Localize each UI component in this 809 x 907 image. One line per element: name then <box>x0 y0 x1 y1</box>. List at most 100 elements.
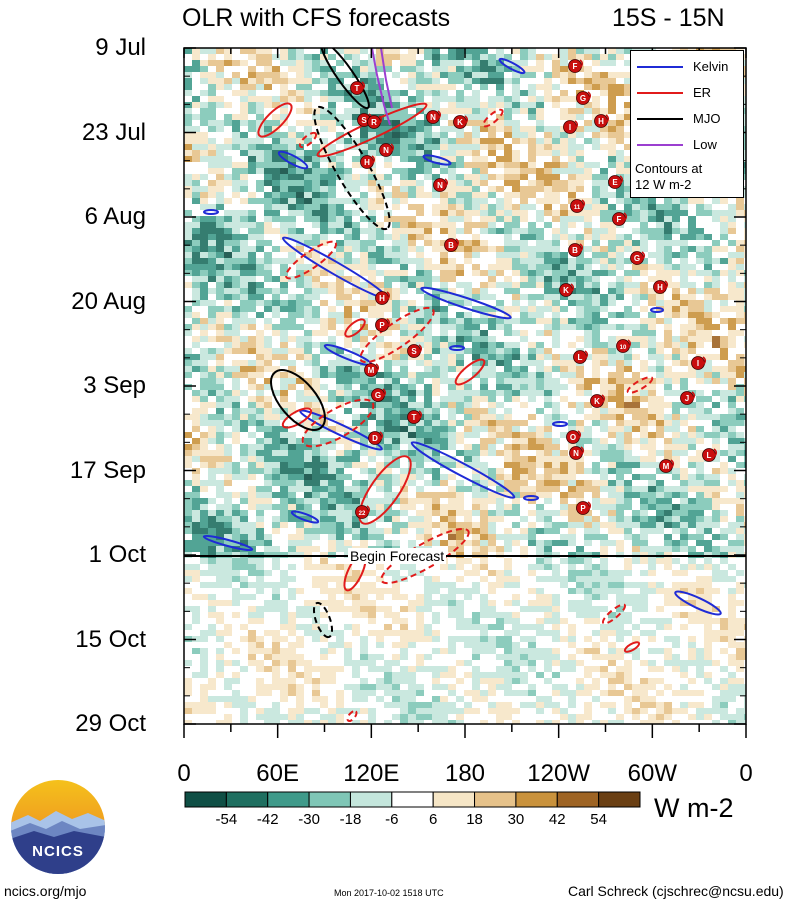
olr-cell <box>184 456 192 462</box>
olr-cell <box>744 414 746 420</box>
olr-cell <box>728 480 736 486</box>
olr-cell <box>448 162 456 168</box>
olr-cell <box>624 600 632 606</box>
olr-cell <box>600 378 608 384</box>
olr-cell <box>696 312 704 318</box>
olr-cell <box>440 402 448 408</box>
olr-cell <box>512 132 520 138</box>
olr-cell <box>360 294 368 300</box>
olr-cell <box>296 474 304 480</box>
olr-cell <box>656 516 664 522</box>
olr-cell <box>216 204 224 210</box>
olr-cell <box>272 588 280 594</box>
olr-cell <box>480 594 488 600</box>
olr-cell <box>384 456 392 462</box>
olr-cell <box>576 270 584 276</box>
olr-cell <box>528 474 536 480</box>
olr-cell <box>648 384 656 390</box>
olr-cell <box>336 96 344 102</box>
olr-cell <box>736 408 744 414</box>
olr-cell <box>464 348 472 354</box>
olr-cell <box>536 600 544 606</box>
olr-cell <box>664 240 672 246</box>
olr-cell <box>424 528 432 534</box>
olr-cell <box>296 282 304 288</box>
olr-cell <box>536 366 544 372</box>
olr-cell <box>688 594 696 600</box>
olr-cell <box>544 294 552 300</box>
olr-cell <box>216 228 224 234</box>
olr-cell <box>424 192 432 198</box>
olr-cell <box>680 450 688 456</box>
olr-cell <box>192 528 200 534</box>
olr-cell <box>304 534 312 540</box>
olr-cell <box>320 516 328 522</box>
olr-cell <box>472 114 480 120</box>
olr-cell <box>704 372 712 378</box>
olr-cell <box>352 504 360 510</box>
olr-cell <box>576 186 584 192</box>
olr-cell <box>240 282 248 288</box>
olr-cell <box>200 516 208 522</box>
olr-cell <box>344 336 352 342</box>
olr-cell <box>720 570 728 576</box>
olr-cell <box>368 174 376 180</box>
olr-cell <box>472 402 480 408</box>
olr-cell <box>672 420 680 426</box>
olr-cell <box>736 534 744 540</box>
olr-cell <box>248 306 256 312</box>
olr-cell <box>400 300 408 306</box>
olr-cell <box>672 216 680 222</box>
olr-cell <box>544 276 552 282</box>
olr-cell <box>392 234 400 240</box>
olr-cell <box>248 144 256 150</box>
olr-cell <box>264 456 272 462</box>
olr-cell <box>680 348 688 354</box>
olr-cell <box>544 246 552 252</box>
olr-cell <box>208 246 216 252</box>
olr-cell <box>616 366 624 372</box>
olr-cell <box>272 420 280 426</box>
olr-cell <box>344 342 352 348</box>
olr-cell <box>272 72 280 78</box>
olr-cell <box>232 408 240 414</box>
olr-cell <box>344 522 352 528</box>
olr-cell <box>360 324 368 330</box>
olr-cell <box>416 90 424 96</box>
olr-cell <box>368 498 376 504</box>
olr-cell <box>184 444 192 450</box>
olr-cell <box>296 96 304 102</box>
olr-cell <box>424 144 432 150</box>
olr-cell <box>632 294 640 300</box>
olr-cell <box>560 48 568 54</box>
olr-cell <box>632 540 640 546</box>
olr-cell <box>400 150 408 156</box>
olr-cell <box>440 96 448 102</box>
olr-cell <box>624 240 632 246</box>
olr-cell <box>448 144 456 150</box>
olr-cell <box>640 306 648 312</box>
olr-cell <box>648 504 656 510</box>
olr-cell <box>688 582 696 588</box>
olr-cell <box>584 576 592 582</box>
olr-cell <box>584 210 592 216</box>
olr-cell <box>448 390 456 396</box>
olr-cell <box>640 438 648 444</box>
olr-cell <box>480 48 488 54</box>
olr-cell <box>624 450 632 456</box>
olr-cell <box>512 186 520 192</box>
olr-cell <box>616 390 624 396</box>
olr-cell <box>568 222 576 228</box>
olr-cell <box>296 180 304 186</box>
olr-cell <box>720 468 728 474</box>
olr-cell <box>696 456 704 462</box>
olr-cell <box>680 570 688 576</box>
olr-cell <box>208 102 216 108</box>
olr-cell <box>344 216 352 222</box>
olr-cell <box>312 402 320 408</box>
olr-cell <box>392 540 400 546</box>
olr-cell <box>368 258 376 264</box>
olr-cell <box>344 276 352 282</box>
olr-cell <box>352 516 360 522</box>
olr-cell <box>544 594 552 600</box>
